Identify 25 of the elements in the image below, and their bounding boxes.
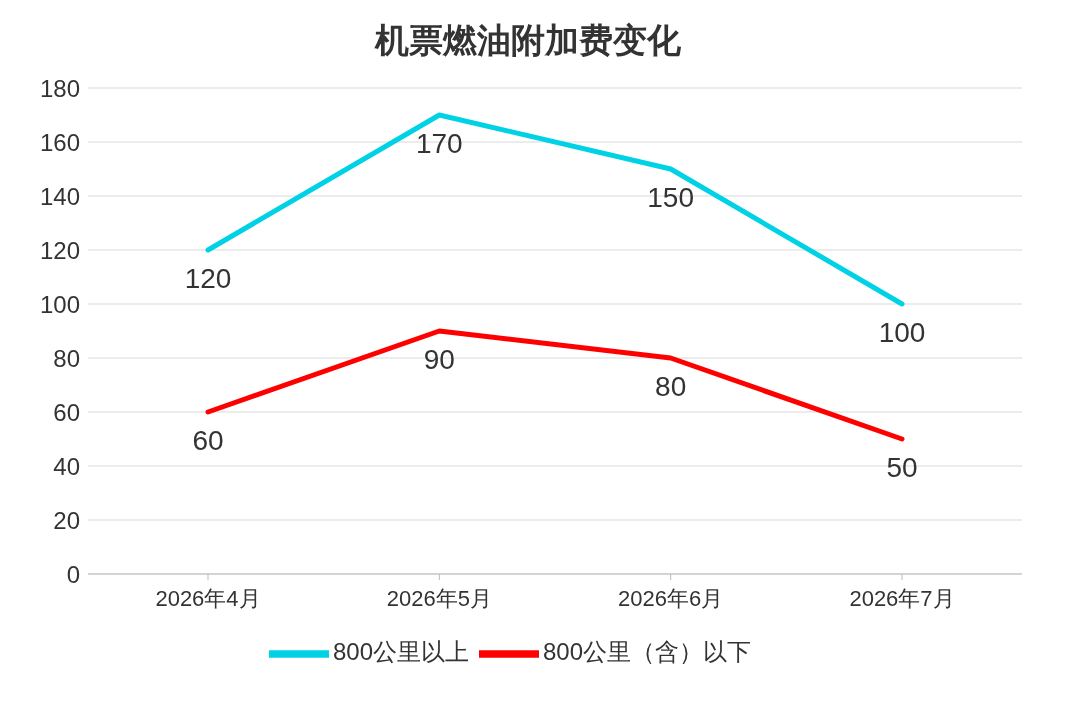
y-tick-label: 180 (39, 74, 80, 102)
y-tick-label: 100 (39, 290, 80, 318)
data-label: 80 (655, 370, 687, 402)
data-label: 90 (423, 343, 455, 375)
y-tick-label: 40 (53, 452, 80, 480)
x-tick-label: 2026年4月 (155, 585, 261, 611)
y-tick-label: 120 (39, 236, 80, 264)
y-tick-label: 140 (39, 182, 80, 210)
data-label: 120 (184, 262, 232, 294)
data-label: 170 (415, 127, 463, 159)
legend-label: 800公里以上 (332, 638, 469, 666)
y-tick-label: 0 (66, 560, 80, 588)
data-label: 50 (886, 451, 918, 483)
y-tick-label: 80 (53, 344, 80, 372)
data-label: 60 (192, 424, 224, 456)
y-tick-label: 20 (53, 506, 80, 534)
legend-label: 800公里（含）以下 (543, 638, 752, 666)
y-tick-label: 60 (53, 398, 80, 426)
x-tick-label: 2026年6月 (618, 585, 724, 611)
data-label: 150 (647, 181, 695, 213)
data-label: 100 (878, 316, 926, 348)
chart-title: 机票燃油附加费变化 (373, 20, 682, 61)
y-tick-label: 160 (39, 128, 80, 156)
x-tick-label: 2026年5月 (386, 585, 492, 611)
x-tick-label: 2026年7月 (849, 585, 955, 611)
